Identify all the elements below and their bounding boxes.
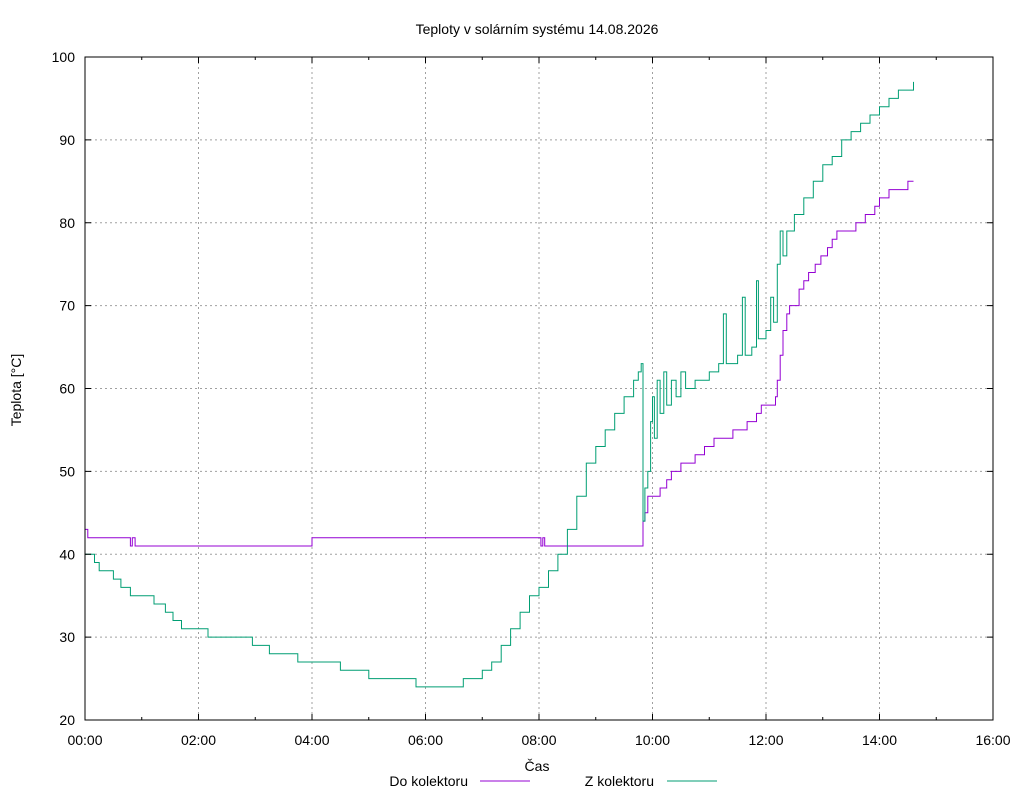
legend-label: Z kolektoru <box>585 773 654 789</box>
y-tick-label: 100 <box>52 49 76 65</box>
y-tick-label: 90 <box>59 132 75 148</box>
y-tick-label: 80 <box>59 215 75 231</box>
x-tick-label: 06:00 <box>408 732 443 748</box>
y-tick-label: 30 <box>59 629 75 645</box>
x-tick-label: 08:00 <box>521 732 556 748</box>
x-tick-label: 00:00 <box>67 732 102 748</box>
y-tick-label: 50 <box>59 463 75 479</box>
legend: Do kolektoru Z kolektoru <box>389 773 717 789</box>
series-line-do-kolektoru <box>85 180 914 547</box>
x-tick-label: 16:00 <box>975 732 1010 748</box>
x-tick-label: 02:00 <box>181 732 216 748</box>
series-line-z-kolektoru <box>85 81 914 688</box>
series-group <box>85 81 914 688</box>
grid <box>85 57 993 720</box>
y-axis: 20 30 40 50 60 70 80 90 100 <box>52 49 993 728</box>
y-tick-label: 60 <box>59 381 75 397</box>
chart-title: Teploty v solárním systému 14.08.2026 <box>416 21 659 37</box>
y-tick-label: 20 <box>59 712 75 728</box>
x-tick-label: 12:00 <box>748 732 783 748</box>
x-tick-label: 10:00 <box>635 732 670 748</box>
x-axis-label: Čas <box>525 758 550 774</box>
x-tick-label: 14:00 <box>862 732 897 748</box>
x-axis: 00:00 02:00 04:00 06:00 08:00 10:00 12:00 14:00… <box>67 57 1011 748</box>
x-tick-label: 04:00 <box>294 732 329 748</box>
legend-label: Do kolektoru <box>389 773 468 789</box>
y-tick-label: 40 <box>59 546 75 562</box>
y-axis-label: Teplota [°C] <box>8 354 24 427</box>
y-tick-label: 70 <box>59 298 75 314</box>
